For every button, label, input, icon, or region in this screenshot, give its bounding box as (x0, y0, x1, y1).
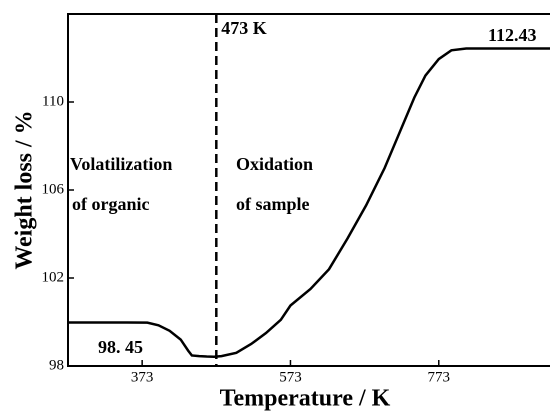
annotation: 112.43 (488, 25, 537, 45)
x-tick-label: 373 (131, 369, 154, 385)
y-axis-title: Weight loss / % (12, 110, 38, 269)
annotation: Oxidation (236, 154, 313, 174)
y-tick-label: 106 (42, 181, 65, 197)
annotation: of organic (72, 194, 149, 214)
y-tick-label: 110 (42, 93, 64, 109)
divider-label: 473 K (221, 18, 267, 38)
data-line (68, 47, 550, 359)
x-tick-label: 773 (428, 369, 451, 385)
y-tick-label: 98 (49, 357, 64, 373)
annotation: Volatilization (70, 154, 172, 174)
annotation: of sample (236, 194, 310, 214)
annotation: 98. 45 (98, 337, 143, 357)
axes-frame (67, 13, 550, 367)
y-tick-label: 102 (42, 269, 65, 285)
x-axis-title: Temperature / K (220, 386, 391, 412)
x-tick-label: 573 (279, 369, 302, 385)
